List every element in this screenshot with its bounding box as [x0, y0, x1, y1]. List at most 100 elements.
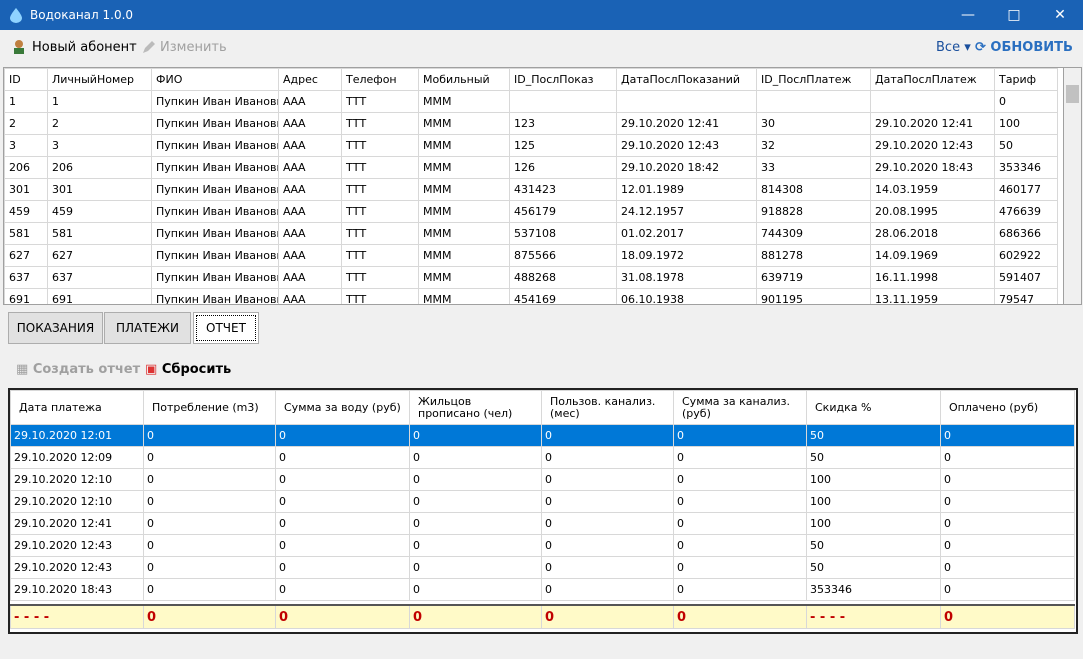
- column-header[interactable]: Сумма за воду (руб): [275, 390, 410, 425]
- column-header[interactable]: Мобильный: [418, 68, 510, 91]
- cell: 0: [673, 446, 807, 469]
- column-header[interactable]: Оплачено (руб): [940, 390, 1075, 425]
- cell: ТТТ: [341, 200, 419, 223]
- column-header[interactable]: ID_ПослПлатеж: [756, 68, 871, 91]
- tab[interactable]: ПОКАЗАНИЯ: [8, 312, 103, 344]
- cell: 0: [940, 578, 1075, 601]
- column-header[interactable]: Скидка %: [806, 390, 941, 425]
- cell: 100: [806, 468, 941, 491]
- cell: 0: [409, 512, 542, 535]
- scroll-thumb[interactable]: [1066, 85, 1079, 103]
- refresh-label: ОБНОВИТЬ: [990, 40, 1073, 55]
- cell: 0: [541, 512, 674, 535]
- minimize-button[interactable]: —: [961, 7, 975, 23]
- data-row[interactable]: 29.10.2020 12:01 0 0 0 0 0 50 0: [10, 424, 1075, 447]
- cell: 353346: [994, 156, 1058, 179]
- cell: Пупкин Иван Иванович: [151, 288, 279, 304]
- column-header[interactable]: Телефон: [341, 68, 419, 91]
- data-row[interactable]: 29.10.2020 18:43 0 0 0 0 0 353346 0: [10, 578, 1075, 601]
- column-header[interactable]: Адрес: [278, 68, 342, 91]
- data-row[interactable]: 1 1 Пупкин Иван Иванович ААА ТТТ МММ 0: [4, 90, 1058, 113]
- column-header[interactable]: ДатаПослПоказаний: [616, 68, 757, 91]
- data-row[interactable]: 301 301 Пупкин Иван Иванович ААА ТТТ МММ 43142…: [4, 178, 1058, 201]
- title-bar: Водоканал 1.0.0 — □ ✕: [0, 0, 1083, 30]
- column-header[interactable]: Потребление (m3): [143, 390, 276, 425]
- cell: 454169: [509, 288, 617, 304]
- cell: 301: [47, 178, 152, 201]
- close-button[interactable]: ✕: [1054, 7, 1066, 23]
- cell: ТТТ: [341, 112, 419, 135]
- cell: 488268: [509, 266, 617, 289]
- cell: [509, 90, 617, 113]
- cell: 0: [143, 446, 276, 469]
- data-row[interactable]: 3 3 Пупкин Иван Иванович ААА ТТТ МММ 125 29.10.…: [4, 134, 1058, 157]
- filter-dropdown[interactable]: Все ▾: [936, 40, 971, 55]
- column-header[interactable]: ФИО: [151, 68, 279, 91]
- data-row[interactable]: 29.10.2020 12:09 0 0 0 0 0 50 0: [10, 446, 1075, 469]
- cell: 0: [541, 424, 674, 447]
- column-header[interactable]: Дата платежа: [10, 390, 144, 425]
- cell: 0: [275, 578, 410, 601]
- cell: 637: [47, 266, 152, 289]
- cell: 814308: [756, 178, 871, 201]
- data-row[interactable]: 627 627 Пупкин Иван Иванович ААА ТТТ МММ 87556…: [4, 244, 1058, 267]
- data-row[interactable]: 206 206 Пупкин Иван Иванович ААА ТТТ МММ 126 29…: [4, 156, 1058, 179]
- cell: МММ: [418, 156, 510, 179]
- edit-button[interactable]: Изменить: [160, 40, 227, 55]
- reset-button[interactable]: ▣ Сбросить: [145, 362, 231, 377]
- scrollbar[interactable]: [1063, 67, 1082, 305]
- data-row[interactable]: 29.10.2020 12:10 0 0 0 0 0 100 0: [10, 490, 1075, 513]
- data-row[interactable]: 459 459 Пупкин Иван Иванович ААА ТТТ МММ 45617…: [4, 200, 1058, 223]
- column-header[interactable]: ID_ПослПоказ: [509, 68, 617, 91]
- cell: 581: [47, 222, 152, 245]
- cell: 29.10.2020 18:42: [616, 156, 757, 179]
- data-row[interactable]: 691 691 Пупкин Иван Иванович ААА ТТТ МММ 45416…: [4, 288, 1058, 304]
- data-row[interactable]: 581 581 Пупкин Иван Иванович ААА ТТТ МММ 53710…: [4, 222, 1058, 245]
- cell: ААА: [278, 112, 342, 135]
- data-row[interactable]: 29.10.2020 12:43 0 0 0 0 0 50 0: [10, 534, 1075, 557]
- cell: 0: [541, 468, 674, 491]
- data-row[interactable]: 29.10.2020 12:43 0 0 0 0 0 50 0: [10, 556, 1075, 579]
- maximize-button[interactable]: □: [1007, 7, 1021, 23]
- data-row[interactable]: 2 2 Пупкин Иван Иванович ААА ТТТ МММ 123 29.10.…: [4, 112, 1058, 135]
- cell: 29.10.2020 12:41: [870, 112, 995, 135]
- column-header[interactable]: Пользов. канализ. (мес): [541, 390, 674, 425]
- cell: ААА: [278, 222, 342, 245]
- cell: МММ: [418, 178, 510, 201]
- column-header[interactable]: ДатаПослПлатеж: [870, 68, 995, 91]
- cell: 0: [143, 424, 276, 447]
- cell: 29.10.2020 12:09: [10, 446, 144, 469]
- cell: Пупкин Иван Иванович: [151, 134, 279, 157]
- cell: 0: [275, 490, 410, 513]
- column-header[interactable]: ID: [4, 68, 48, 91]
- tab[interactable]: ПЛАТЕЖИ: [104, 312, 191, 344]
- column-header[interactable]: Сумма за канализ. (руб): [673, 390, 807, 425]
- cell: 639719: [756, 266, 871, 289]
- cell: 0: [409, 468, 542, 491]
- column-header[interactable]: ЛичныйНомер: [47, 68, 152, 91]
- cell: [616, 90, 757, 113]
- column-header[interactable]: Жильцов прописано (чел): [409, 390, 542, 425]
- new-subscriber-button[interactable]: Новый абонент: [32, 40, 137, 55]
- refresh-button[interactable]: ⟳ ОБНОВИТЬ: [975, 40, 1073, 55]
- new-icon: [14, 40, 24, 54]
- data-row[interactable]: 29.10.2020 12:41 0 0 0 0 0 100 0: [10, 512, 1075, 535]
- cell: 16.11.1998: [870, 266, 995, 289]
- cell: 0: [673, 556, 807, 579]
- cell: 0: [541, 556, 674, 579]
- cell: 0: [143, 578, 276, 601]
- cell: 0: [275, 556, 410, 579]
- cell: 744309: [756, 222, 871, 245]
- column-header[interactable]: Тариф: [994, 68, 1058, 91]
- cell: 0: [143, 512, 276, 535]
- data-row[interactable]: 29.10.2020 12:10 0 0 0 0 0 100 0: [10, 468, 1075, 491]
- tab[interactable]: ОТЧЕТ: [193, 312, 259, 344]
- total-cell: - - - -: [806, 604, 941, 629]
- cell: 460177: [994, 178, 1058, 201]
- create-report-button[interactable]: ▦ Создать отчет: [16, 362, 141, 377]
- data-row[interactable]: 637 637 Пупкин Иван Иванович ААА ТТТ МММ 48826…: [4, 266, 1058, 289]
- cell: 0: [940, 512, 1075, 535]
- cell: ААА: [278, 200, 342, 223]
- cell: ТТТ: [341, 222, 419, 245]
